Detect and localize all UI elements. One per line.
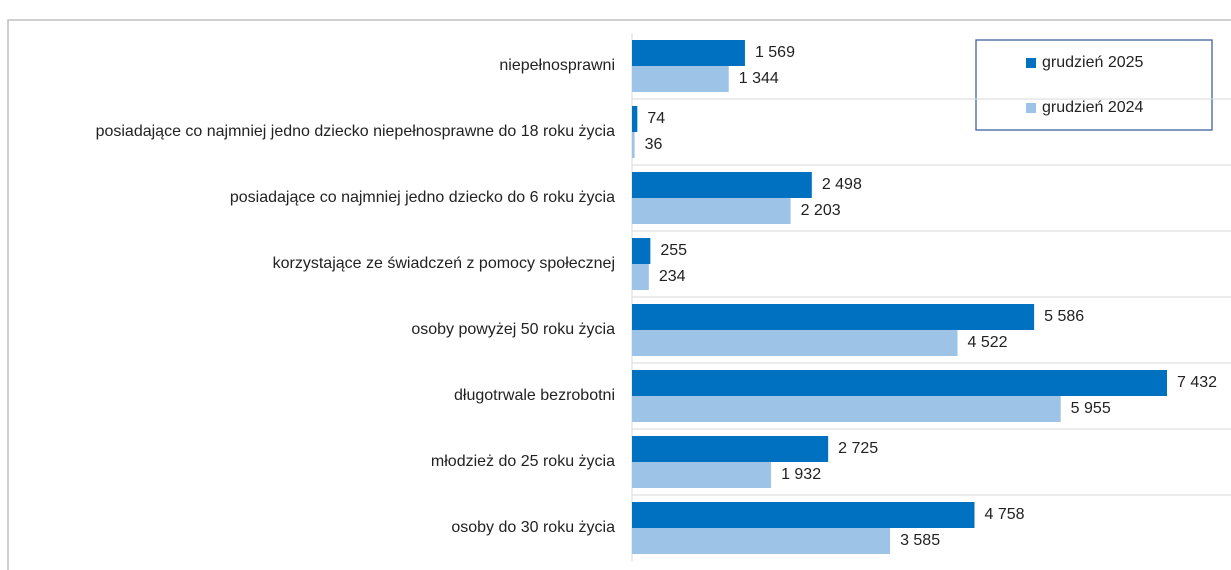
bar	[632, 330, 958, 356]
category-label: młodzież do 25 roku życia	[15, 451, 615, 473]
value-label: 4 522	[968, 334, 1008, 351]
bar	[632, 40, 745, 66]
category-text: posiadające co najmniej jedno dziecko ni…	[95, 123, 615, 140]
bar	[632, 198, 791, 224]
frame	[7, 19, 1231, 570]
value-label: 1 932	[781, 466, 821, 483]
value-label: 2 498	[822, 176, 862, 193]
legend-swatch	[1026, 103, 1036, 113]
category-text: młodzież do 25 roku życia	[430, 453, 615, 470]
bar	[632, 528, 891, 554]
category-text: osoby powyżej 50 roku życia	[411, 321, 615, 338]
bar	[632, 502, 975, 528]
value-label: 234	[659, 268, 686, 285]
category-text: osoby do 30 roku życia	[451, 519, 615, 536]
legend-label: grudzień 2025	[1042, 54, 1144, 71]
bar	[632, 238, 651, 264]
bar	[632, 66, 729, 92]
legend-box	[975, 39, 1213, 131]
bar	[632, 264, 649, 290]
category-text: korzystające ze świadczeń z pomocy społe…	[272, 255, 615, 272]
legend-label: grudzień 2024	[1042, 99, 1144, 116]
category-text: niepełnosprawni	[499, 57, 615, 74]
value-label: 5 586	[1044, 308, 1084, 325]
value-label: 255	[660, 242, 687, 259]
bar	[632, 462, 772, 488]
bar	[632, 370, 1167, 396]
value-label: 5 955	[1071, 400, 1111, 417]
value-label: 4 758	[985, 506, 1025, 523]
bar	[632, 132, 635, 158]
value-label: 3 585	[900, 532, 940, 549]
category-label: długotrwale bezrobotni	[15, 385, 615, 407]
category-label: posiadające co najmniej jedno dziecko do…	[15, 187, 615, 209]
bar	[632, 304, 1035, 330]
category-text: długotrwale bezrobotni	[454, 387, 615, 404]
bar	[632, 106, 638, 132]
category-label: osoby powyżej 50 roku życia	[15, 319, 615, 341]
value-label: 2 203	[801, 202, 841, 219]
value-label: 36	[645, 136, 663, 153]
value-label: 7 432	[1177, 374, 1217, 391]
bar	[632, 172, 812, 198]
value-label: 2 725	[838, 440, 878, 457]
category-label: korzystające ze świadczeń z pomocy społe…	[15, 253, 615, 275]
value-label: 1 344	[739, 70, 779, 87]
category-label: osoby do 30 roku życia	[15, 517, 615, 539]
value-label: 1 569	[755, 44, 795, 61]
bar	[632, 396, 1061, 422]
category-label: niepełnosprawni	[15, 55, 615, 77]
category-label: posiadające co najmniej jedno dziecko ni…	[15, 121, 615, 143]
value-label: 74	[647, 110, 665, 127]
bar	[632, 436, 829, 462]
category-text: posiadające co najmniej jedno dziecko do…	[229, 189, 615, 206]
legend-swatch	[1026, 58, 1036, 68]
